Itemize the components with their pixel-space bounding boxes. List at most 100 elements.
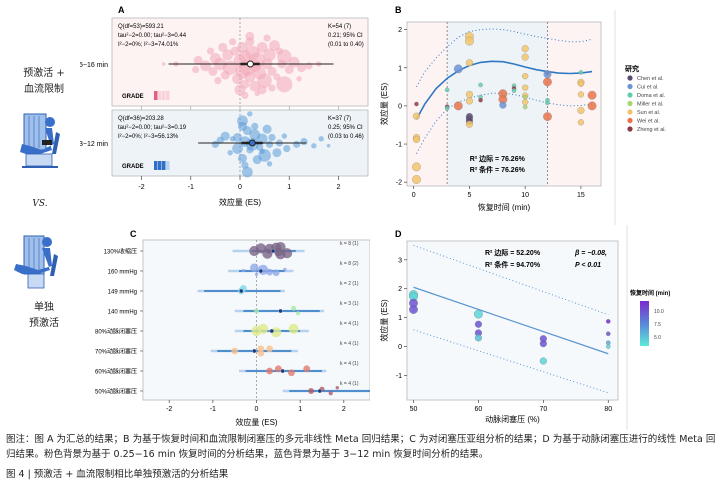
panel-d-linear-regression: D 50 60 70 80 -1 0 1 2 3 动脉闭塞压 (%) 效应量 (ES) R² 边际 = … [379, 225, 670, 430]
study-point [521, 45, 529, 53]
study-point [444, 105, 450, 111]
x-tick-label: 1 [298, 406, 302, 413]
colorbar-tick-label: 5.0 [654, 335, 661, 341]
study-effect-point [308, 388, 315, 394]
pooled-estimate [248, 139, 256, 147]
y-axis-label: 效应量 (ES) [379, 299, 389, 342]
legend-item: Zheng et al. [637, 127, 667, 133]
study-effect-point [241, 268, 246, 273]
study-point [478, 97, 483, 103]
heterogeneity-stat: tau²−2=0.00; tau²−3=0.19 [118, 125, 187, 131]
study-point [587, 101, 597, 111]
x-axis-label: 动脉闭塞压 (%) [485, 414, 540, 424]
study-point [539, 357, 547, 365]
study-point [605, 344, 611, 349]
panel-label: B [395, 5, 402, 15]
colorbar [640, 301, 649, 346]
subgroup-label: 60%动脉闭塞压 [95, 368, 137, 376]
study-point [453, 64, 463, 74]
study-point [474, 309, 483, 319]
study-effect-point [222, 49, 234, 61]
study-effect-point [231, 347, 239, 355]
p-value-annotation: P < 0.01 [575, 262, 601, 269]
legend-swatch [627, 83, 633, 90]
study-effect-point [229, 136, 236, 142]
legend-item: Wei et al. [637, 119, 660, 125]
subgroup-label: 70%动脉闭塞压 [95, 348, 137, 356]
study-effect-point [161, 62, 166, 66]
k-count: k = 8 (1) [340, 241, 359, 247]
study-effect-point [250, 263, 259, 272]
legend-item: Sun et al. [637, 110, 661, 116]
x-tick-label: 15 [577, 192, 585, 199]
study-effect-point [247, 111, 253, 117]
study-point [444, 87, 450, 93]
study-effect-point [326, 143, 331, 148]
r-squared-marginal: R² 边际 = 52.20% [485, 248, 541, 257]
study-effect-point [208, 66, 218, 76]
study-point [478, 82, 483, 88]
study-effect-point [237, 41, 248, 53]
study-effect-point [274, 365, 282, 373]
shaded-window-3-12 [447, 22, 548, 186]
heterogeneity-stat: Q(df=36)=203.28 [118, 116, 164, 122]
r-squared-annotation: R² 边际 = 76.26% [470, 154, 526, 163]
study-point [412, 135, 421, 144]
study-point [539, 340, 547, 348]
study-point [577, 91, 585, 98]
pooled-estimate [269, 328, 274, 334]
study-effect-point [229, 38, 237, 46]
study-point [587, 90, 597, 100]
panel-c-subgroup-forest: C 130%收缩压 k = 8 (1) 160 mmHg k = 8 (2) 149 mm… [95, 229, 370, 427]
ci-upper-curve [416, 28, 593, 88]
y-tick-label: 0 [398, 344, 402, 351]
study-point [605, 319, 611, 324]
study-point [522, 98, 529, 106]
study-effect-point [288, 323, 299, 334]
study-effect-point [193, 55, 203, 65]
forest-row-pink: 0.25−16 min Q(df=53)=593.21 tau²−2=0.00; t… [80, 17, 369, 107]
study-effect-point [266, 367, 273, 375]
legend-swatch [627, 75, 633, 81]
grade-bar [154, 161, 158, 170]
group-label-line: 单独 [34, 302, 54, 313]
study-effect-point [237, 153, 247, 163]
study-effect-point [241, 91, 249, 100]
study-point [409, 305, 418, 314]
pooled-effect-stat: (0.03 to 0.46) [328, 134, 364, 140]
study-effect-point [311, 143, 317, 149]
beta-annotation: β = −0.08, [574, 250, 607, 257]
k-count: k = 4 (1) [340, 381, 359, 387]
pooled-estimate [246, 60, 254, 68]
subgroup-label: 140 mmHg [108, 310, 137, 316]
study-point [578, 70, 584, 75]
k-count: k = 3 (1) [340, 301, 359, 307]
study-effect-point [328, 391, 333, 396]
legend-item: Doma et al. [637, 93, 666, 99]
grade-bar [158, 161, 162, 170]
y-tick-label: 1 [398, 65, 402, 72]
study-effect-point [218, 42, 228, 52]
heterogeneity-stat: I²−2=0%; I²−3=56.13% [118, 134, 179, 140]
x-tick-label: -2 [166, 406, 172, 413]
grade-bar [162, 161, 166, 170]
x-tick-label: 5 [467, 192, 471, 199]
x-tick-label: 50 [410, 406, 418, 413]
study-effect-point [234, 84, 246, 96]
forest-row-blue: 3−12 min Q(df=36)=203.28 tau²−2=0.00; tau²… [80, 109, 369, 178]
figure-title: 图 4 | 预激活 + 血流限制相比单独预激活的分析结果 [6, 469, 229, 480]
study-point [605, 331, 611, 337]
study-effect-point [318, 136, 324, 142]
y-tick-label: 3 [398, 257, 402, 264]
study-point [522, 84, 529, 91]
study-effect-point [295, 311, 301, 316]
study-effect-point [281, 133, 288, 139]
study-point [412, 175, 421, 184]
subgroup-row: 80%动脉闭塞压 k = 4 (1) [95, 321, 359, 338]
ci-upper-line [413, 244, 609, 316]
study-effect-point [214, 77, 222, 85]
study-point [522, 73, 529, 80]
group-label-line: 预激活 + [23, 68, 65, 79]
study-point [465, 36, 474, 46]
pooled-estimate [278, 308, 283, 314]
